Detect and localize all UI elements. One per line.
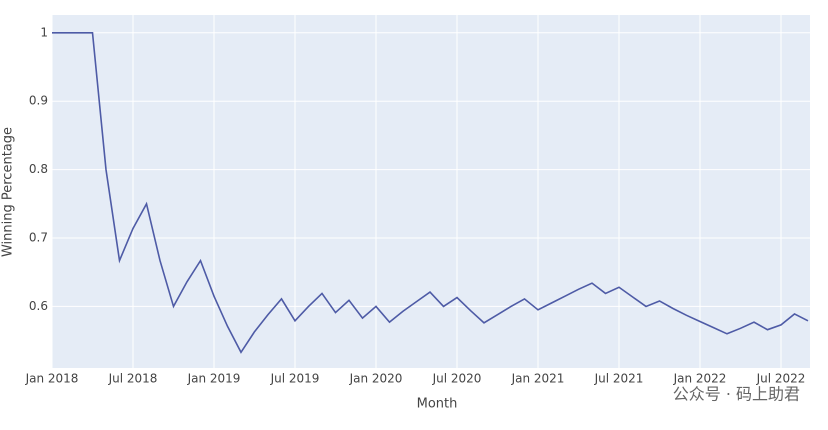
x-tick-label: Jul 2020 xyxy=(432,372,482,386)
watermark: 公众号 · 码上助君 xyxy=(673,385,800,404)
y-tick-label: 0.7 xyxy=(29,231,48,245)
x-tick-label: Jan 2019 xyxy=(187,372,241,386)
x-tick-label: Jul 2022 xyxy=(756,372,806,386)
plot-area xyxy=(52,15,810,368)
x-tick-label: Jan 2022 xyxy=(673,372,727,386)
x-tick-label: Jan 2018 xyxy=(25,372,79,386)
x-tick-label: Jul 2019 xyxy=(270,372,320,386)
x-tick-label: Jan 2021 xyxy=(511,372,565,386)
y-tick-label: 0.6 xyxy=(29,299,48,313)
x-axis-title: Month xyxy=(417,397,458,412)
y-tick-label: 1 xyxy=(40,25,48,39)
y-tick-label: 0.8 xyxy=(29,162,48,176)
y-tick-label: 0.9 xyxy=(29,94,48,108)
x-tick-label: Jan 2020 xyxy=(349,372,403,386)
line xyxy=(52,31,809,354)
x-tick-label: Jul 2021 xyxy=(594,372,644,386)
y-axis-title: Winning Percentage xyxy=(1,127,16,257)
x-tick-label: Jul 2018 xyxy=(108,372,158,386)
